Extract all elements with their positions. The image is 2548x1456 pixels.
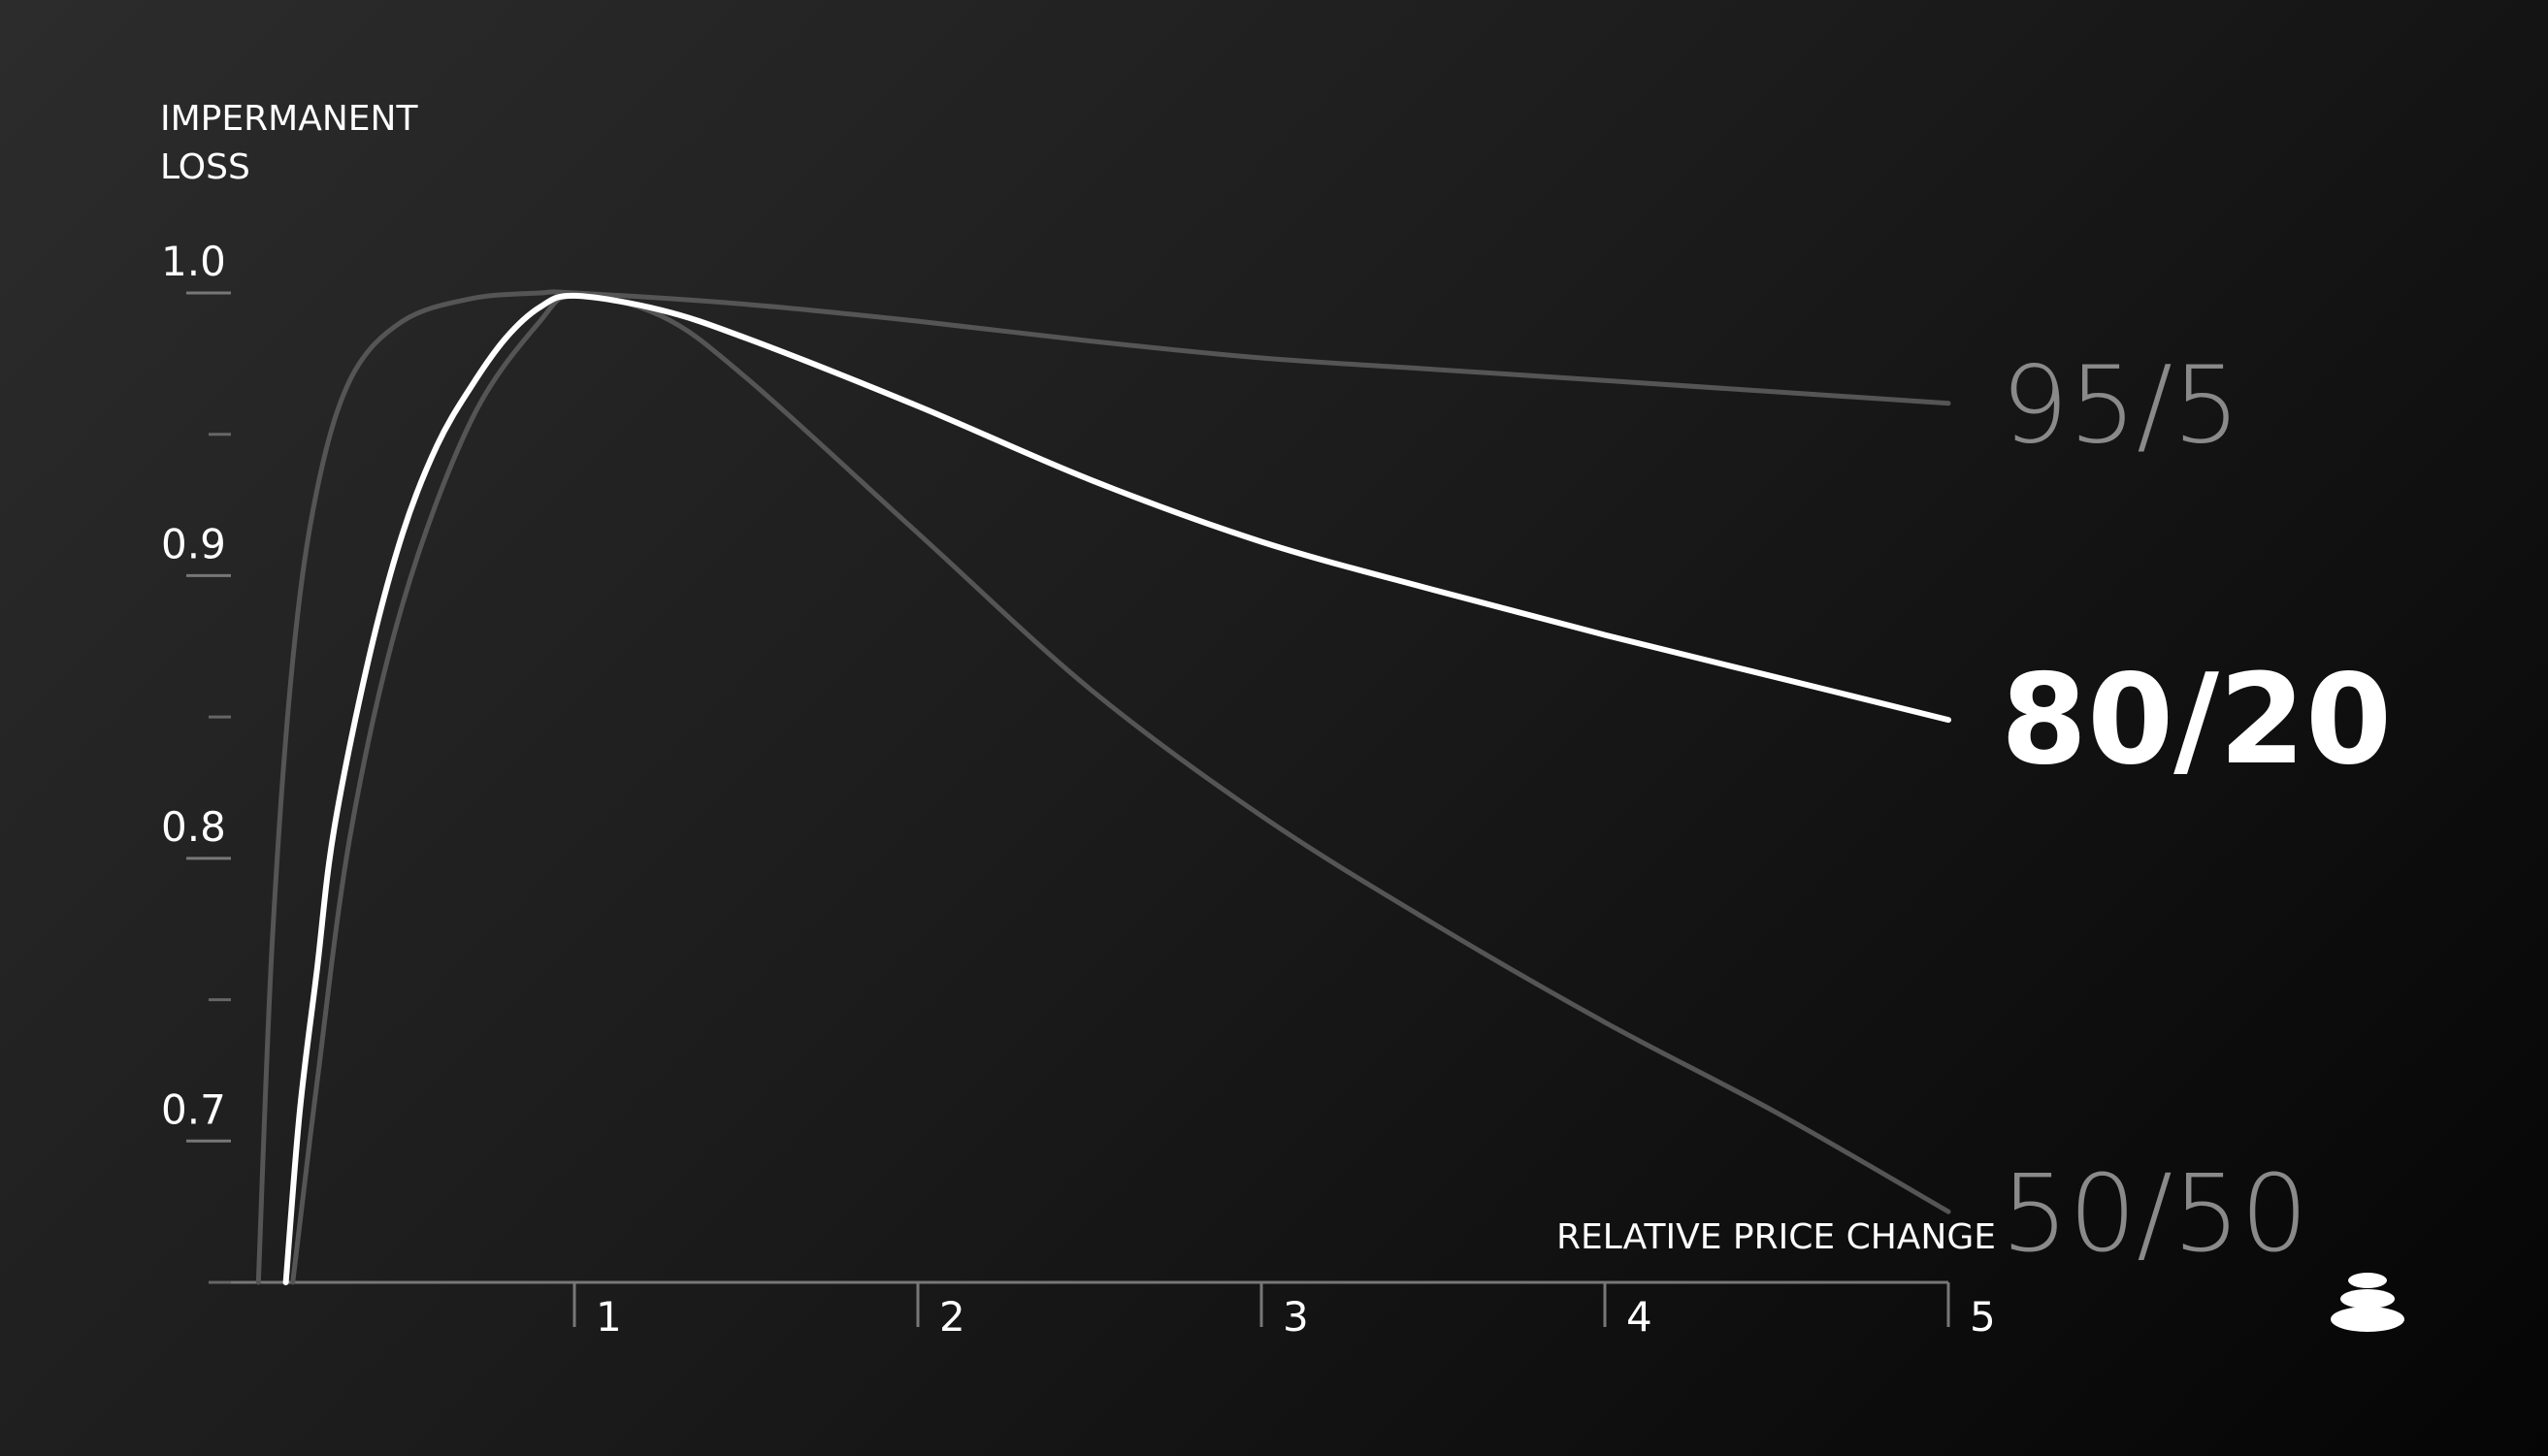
- y-axis-label-line-1: IMPERMANENT: [160, 99, 418, 139]
- series-line-80-20: [282, 292, 1951, 1285]
- series-lines: [255, 289, 1951, 1285]
- series-label-50-50: 50/50: [2001, 1151, 2308, 1276]
- y-tick-label: 0.8: [161, 803, 226, 851]
- x-tick-label: 1: [596, 1293, 622, 1341]
- stacked-stones-logo: [2331, 1273, 2404, 1332]
- series-label-80-20: 80/20: [2001, 648, 2392, 793]
- x-tick-label: 2: [939, 1293, 965, 1341]
- x-tick-label: 5: [1970, 1293, 1996, 1341]
- x-axis-label: RELATIVE PRICE CHANGE: [1556, 1217, 1996, 1257]
- x-tick-label: 4: [1626, 1293, 1652, 1341]
- logo-stone-top: [2348, 1273, 2387, 1288]
- series-labels: 95/5 80/20 50/50: [2001, 343, 2392, 1276]
- series-line-95-5: [255, 289, 1951, 1285]
- x-tick-label: 3: [1283, 1293, 1309, 1341]
- y-axis-ticks: 1.0 0.9 0.8 0.7: [161, 238, 231, 1284]
- y-tick-label: 0.9: [161, 520, 226, 567]
- x-axis-ticks: 1 2 3 4 5: [572, 1282, 1996, 1341]
- y-axis-label-line-2: LOSS: [160, 147, 250, 187]
- logo-stone-middle: [2340, 1289, 2395, 1309]
- series-line-50-50: [290, 293, 1951, 1285]
- chart-axes: IMPERMANENT LOSS RELATIVE PRICE CHANGE: [160, 99, 1996, 1284]
- y-tick-label: 1.0: [161, 238, 226, 285]
- y-tick-label: 0.7: [161, 1085, 226, 1133]
- series-label-95-5: 95/5: [2001, 343, 2240, 468]
- logo-stone-bottom: [2331, 1307, 2404, 1332]
